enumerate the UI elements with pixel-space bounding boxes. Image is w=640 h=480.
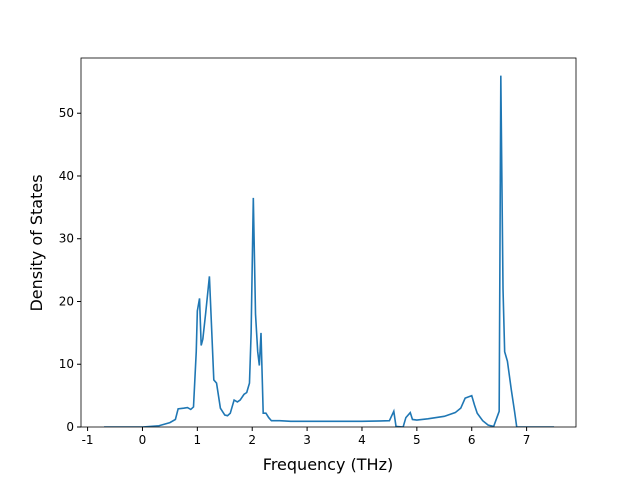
plot-frame	[80, 57, 577, 428]
x-tick-label: 1	[194, 433, 202, 447]
x-axis-label: Frequency (THz)	[263, 455, 393, 474]
x-tick-label: 2	[248, 433, 256, 447]
y-tick-label: 50	[59, 106, 74, 120]
y-tick-label: 20	[59, 294, 74, 308]
x-tick-label: -1	[82, 433, 94, 447]
y-axis-label: Density of States	[27, 174, 46, 311]
x-tick-label: 6	[468, 433, 476, 447]
x-tick-label: 3	[303, 433, 311, 447]
x-tick-label: 0	[139, 433, 147, 447]
line-series	[104, 75, 555, 427]
x-tick-label: 5	[413, 433, 421, 447]
x-tick-label: 7	[523, 433, 531, 447]
x-tick-label: 4	[358, 433, 366, 447]
y-tick-label: 30	[59, 232, 74, 246]
y-tick-label: 0	[66, 420, 74, 434]
y-tick-label: 40	[59, 169, 74, 183]
y-tick-label: 10	[59, 357, 74, 371]
